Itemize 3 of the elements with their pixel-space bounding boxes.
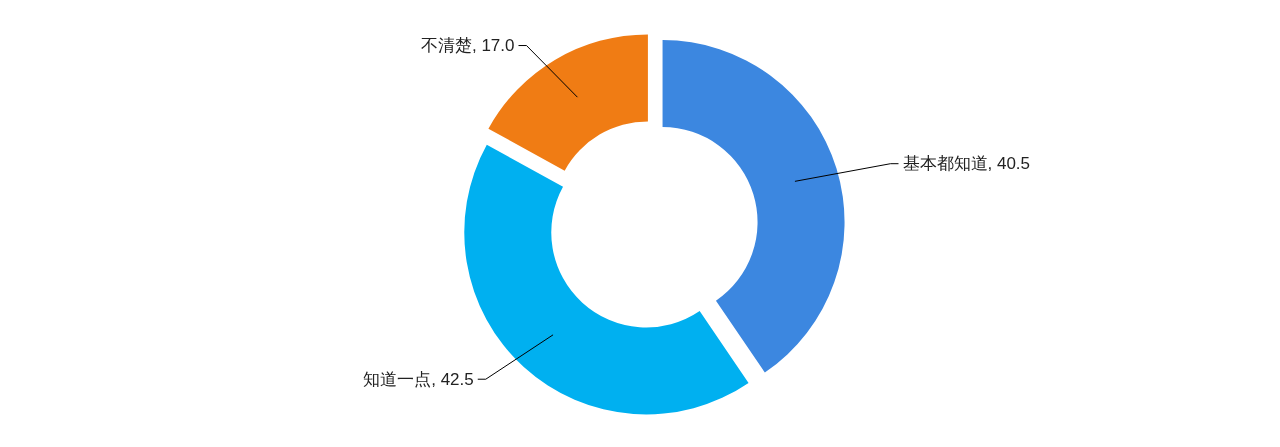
- slice-label: 基本都知道, 40.5: [902, 154, 1031, 174]
- slice-label: 知道一点, 42.5: [363, 369, 474, 389]
- slice-label: 不清楚, 17.0: [420, 36, 515, 56]
